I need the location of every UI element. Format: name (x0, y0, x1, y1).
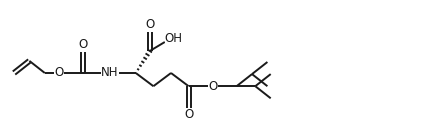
Text: O: O (184, 108, 193, 121)
Text: NH: NH (101, 67, 118, 79)
Text: O: O (54, 67, 63, 79)
Text: O: O (208, 80, 217, 93)
Text: O: O (145, 18, 154, 31)
Text: O: O (78, 39, 88, 51)
Text: OH: OH (165, 33, 183, 46)
